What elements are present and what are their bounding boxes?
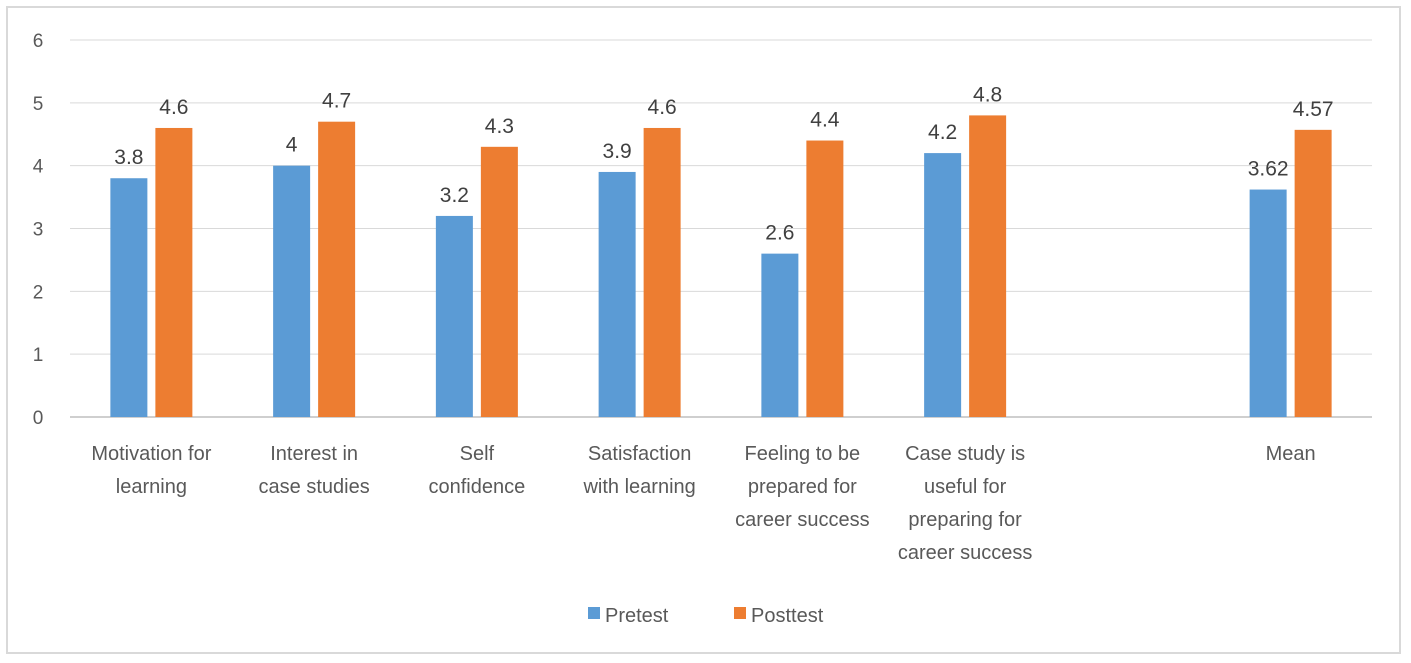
legend-label-pretest: Pretest (605, 605, 669, 627)
y-tick-label: 0 (33, 408, 44, 429)
bar-pretest (273, 165, 311, 417)
y-tick-label: 2 (33, 282, 44, 303)
data-label: 4.4 (810, 109, 840, 132)
x-tick-label: confidence (429, 476, 526, 498)
data-label: 3.9 (603, 140, 632, 163)
data-label: 3.2 (440, 184, 469, 207)
data-label: 3.62 (1248, 158, 1289, 181)
bar-pretest (435, 215, 473, 417)
x-tick-label: Mean (1266, 443, 1316, 465)
bar-posttest (969, 115, 1007, 418)
chart-frame (6, 6, 1401, 654)
data-label: 4.2 (928, 121, 957, 144)
bar-posttest (155, 127, 193, 417)
x-tick-label: Motivation for (91, 443, 211, 465)
x-tick-label: with learning (582, 476, 695, 498)
bar-posttest (1294, 129, 1332, 417)
data-label: 4.6 (648, 96, 677, 119)
data-label: 4 (286, 134, 298, 157)
y-tick-label: 4 (33, 157, 44, 178)
x-tick-label: learning (116, 476, 187, 498)
x-tick-label: Self (460, 443, 495, 465)
x-tick-label: case studies (259, 476, 370, 498)
y-tick-label: 6 (33, 31, 44, 52)
y-tick-label: 1 (33, 345, 44, 366)
x-tick-label: Case study is (905, 443, 1025, 465)
bar-pretest (1249, 189, 1287, 417)
bar-posttest (480, 146, 518, 418)
legend-swatch-posttest (734, 607, 746, 619)
legend-label-posttest: Posttest (751, 605, 824, 627)
bar-posttest (318, 121, 356, 417)
x-tick-label: preparing for (908, 509, 1022, 531)
legend-swatch-pretest (588, 607, 600, 619)
x-tick-label: Feeling to be (745, 443, 861, 465)
bar-pretest (598, 171, 636, 417)
bar-posttest (806, 140, 844, 418)
x-tick-label: prepared for (748, 476, 857, 498)
x-tick-label: career success (898, 542, 1033, 564)
x-tick-label: Satisfaction (588, 443, 691, 465)
data-label: 2.6 (765, 222, 794, 245)
data-label: 3.8 (114, 146, 143, 169)
data-label: 4.7 (322, 90, 351, 113)
x-tick-label: useful for (924, 476, 1007, 498)
data-label: 4.57 (1293, 98, 1334, 121)
bar-posttest (643, 127, 681, 417)
data-label: 4.8 (973, 83, 1002, 106)
data-label: 4.3 (485, 115, 514, 138)
bar-pretest (924, 153, 962, 417)
x-tick-label: Interest in (270, 443, 358, 465)
bar-pretest (110, 178, 148, 417)
y-tick-label: 5 (33, 94, 44, 115)
data-label: 4.6 (159, 96, 188, 119)
x-tick-label: career success (735, 509, 870, 531)
y-tick-label: 3 (33, 220, 44, 241)
bar-pretest (761, 253, 799, 417)
